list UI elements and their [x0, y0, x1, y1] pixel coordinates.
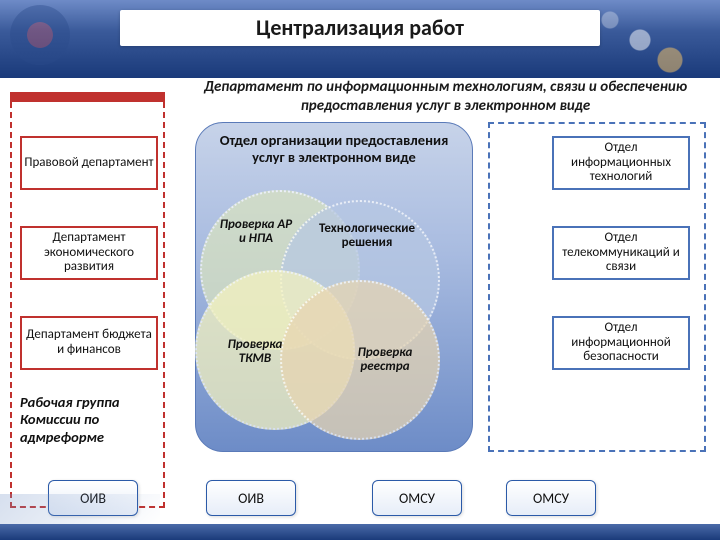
left-box-economic: Департамент экономического развития — [20, 226, 158, 280]
venn-label-ar-npa: Проверка АР и НПА — [216, 218, 296, 247]
center-subtitle: Отдел организации предоставления услуг в… — [210, 132, 458, 167]
page-title: Централизация работ — [0, 14, 720, 41]
workgroup-label: Рабочая группа Комиссии по адмреформе — [20, 394, 170, 446]
venn-label-tech: Технологические решения — [302, 222, 432, 251]
right-box-it: Отдел информационных технологий — [552, 136, 690, 190]
right-box-telecom: Отдел телекоммуникаций и связи — [552, 226, 690, 280]
bottom-unit-omsu-1: ОМСУ — [372, 480, 462, 516]
footer-strip — [0, 524, 720, 540]
bottom-unit-oiv-2: ОИВ — [206, 480, 296, 516]
right-box-security: Отдел информационной безопасности — [552, 316, 690, 370]
bottom-unit-omsu-2: ОМСУ — [506, 480, 596, 516]
left-box-budget: Департамент бюджета и финансов — [20, 316, 158, 370]
venn-label-registry: Проверка реестра — [340, 346, 430, 375]
venn-label-tkmv: Проверка ТКМВ — [215, 338, 295, 367]
department-title: Департамент по информационным технология… — [178, 78, 713, 116]
left-box-legal: Правовой департамент — [20, 136, 158, 190]
